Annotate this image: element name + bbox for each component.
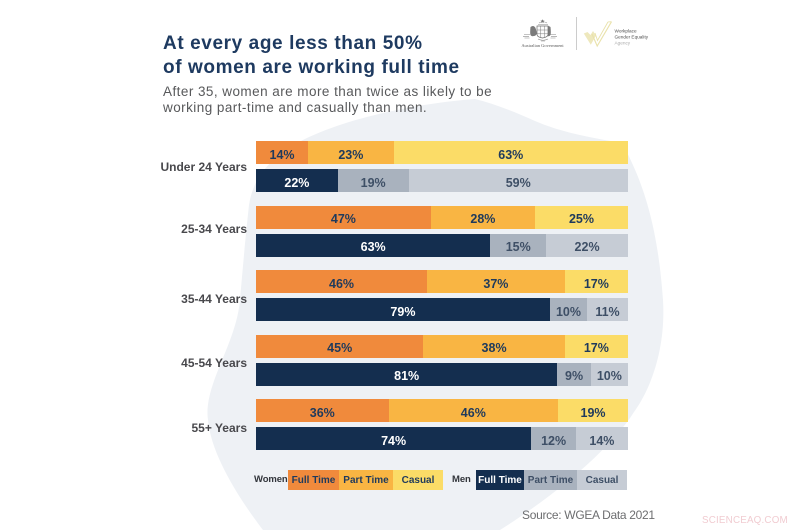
- svg-text:Workplace: Workplace: [615, 29, 637, 34]
- svg-text:Agency: Agency: [615, 41, 631, 46]
- svg-text:Gender Equality: Gender Equality: [615, 35, 649, 40]
- svg-text:Australian Government: Australian Government: [521, 43, 564, 48]
